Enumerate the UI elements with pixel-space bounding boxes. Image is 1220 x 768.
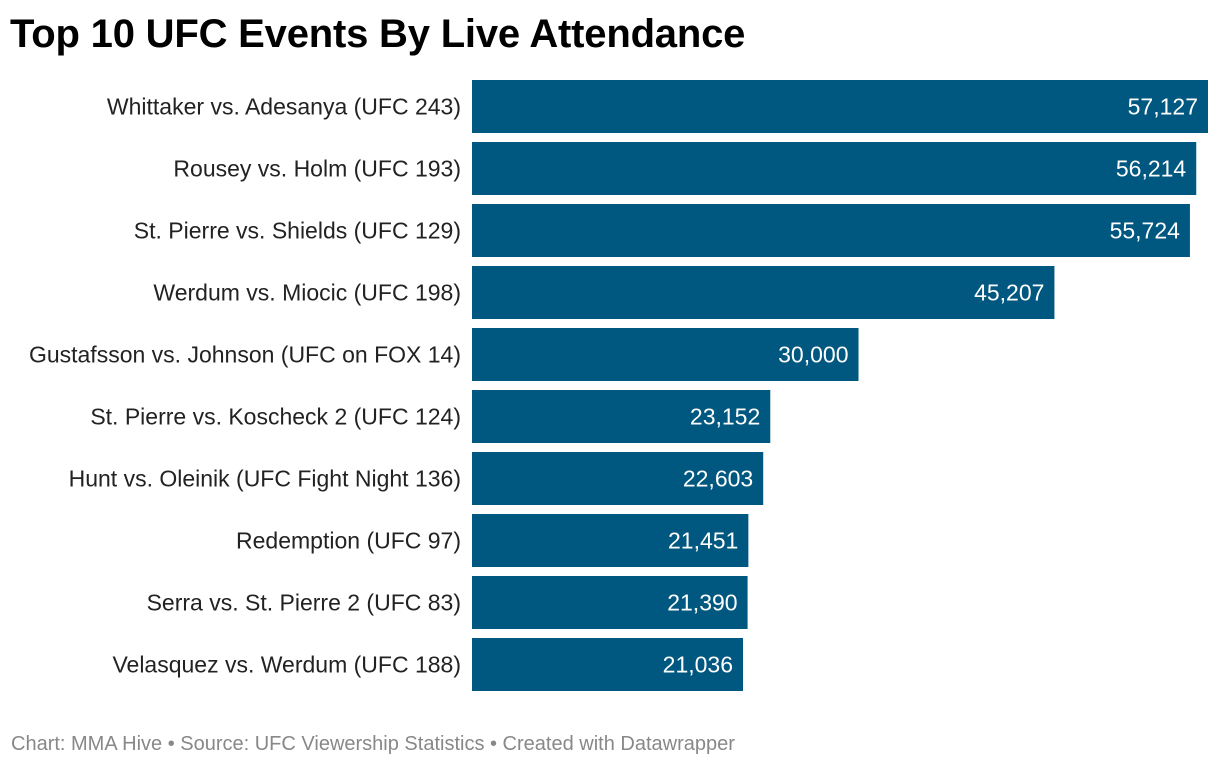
bar [472,576,748,629]
bar [472,204,1190,257]
bar [472,142,1197,195]
value-label: 45,207 [974,280,1044,306]
category-label: Velasquez vs. Werdum (UFC 188) [112,652,461,678]
bar [472,80,1208,133]
bar [472,638,744,691]
chart-title: Top 10 UFC Events By Live Attendance [10,12,746,56]
bar [472,266,1055,319]
category-label: Serra vs. St. Pierre 2 (UFC 83) [147,590,461,616]
category-label: St. Pierre vs. Koscheck 2 (UFC 124) [90,404,461,430]
bar [472,514,749,567]
category-label: Redemption (UFC 97) [236,528,461,554]
value-label: 55,724 [1110,218,1181,244]
category-label: Rousey vs. Holm (UFC 193) [173,156,461,182]
value-label: 21,451 [668,528,738,554]
category-label: Werdum vs. Miocic (UFC 198) [153,280,461,306]
value-label: 21,390 [667,590,737,616]
bar [472,452,764,505]
value-label: 57,127 [1128,94,1198,120]
category-label: Hunt vs. Oleinik (UFC Fight Night 136) [69,466,461,492]
category-label: Gustafsson vs. Johnson (UFC on FOX 14) [29,342,461,368]
value-label: 30,000 [778,342,848,368]
category-label: Whittaker vs. Adesanya (UFC 243) [107,94,461,120]
bars-group: Whittaker vs. Adesanya (UFC 243) 57,127 Ro… [29,80,1208,691]
value-label: 56,214 [1116,156,1187,182]
value-label: 23,152 [690,404,760,430]
bar [472,328,859,381]
category-label: St. Pierre vs. Shields (UFC 129) [134,218,461,244]
bar [472,390,771,443]
chart-footer: Chart: MMA Hive • Source: UFC Viewership… [11,733,735,755]
value-label: 22,603 [683,466,753,492]
value-label: 21,036 [663,652,733,678]
